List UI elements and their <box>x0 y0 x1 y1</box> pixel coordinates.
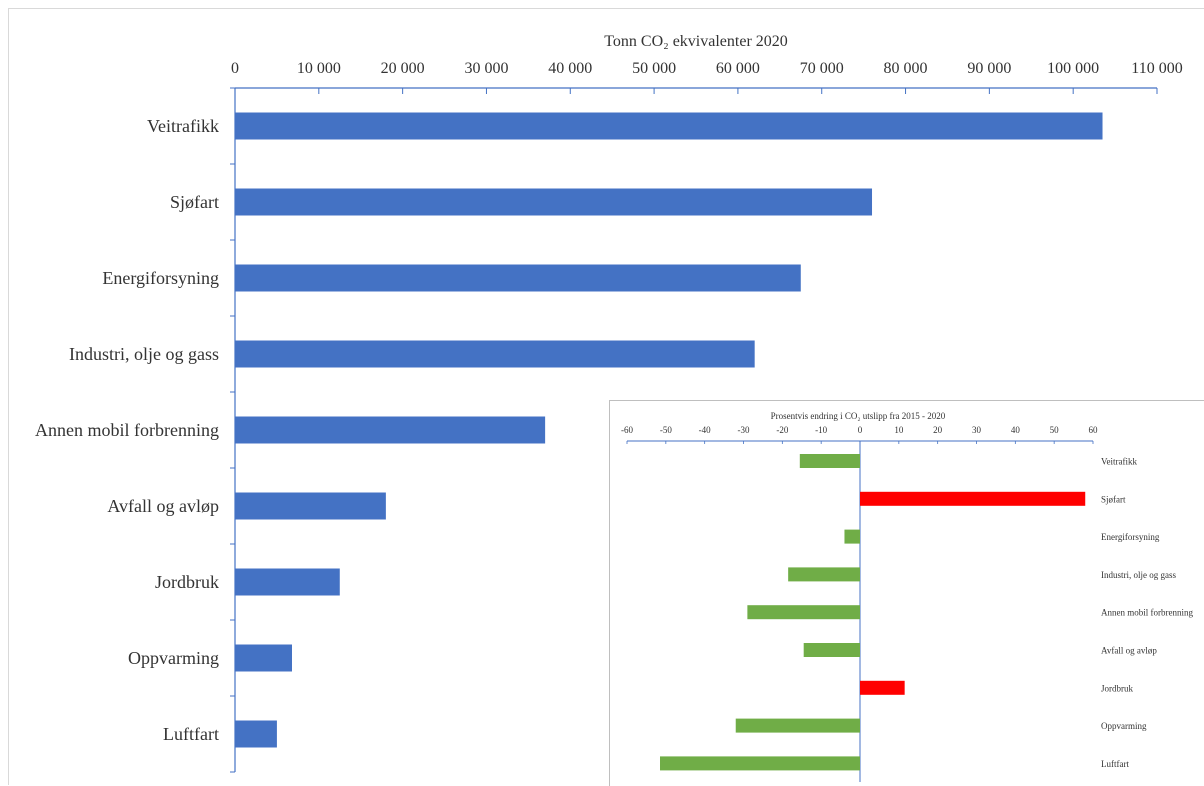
inset-bar-annen-mobil-forbrenning <box>747 605 860 620</box>
x-tick-label: 70 000 <box>800 60 844 77</box>
bar-luftfart <box>235 720 277 748</box>
inset-category-label: Veitrafikk <box>1101 457 1137 467</box>
inset-x-tick-label: -60 <box>621 425 633 435</box>
bar-oppvarming <box>235 644 292 672</box>
x-tick-label: 50 000 <box>632 60 676 77</box>
inset-x-tick-label: 50 <box>1050 425 1060 435</box>
bar-sjøfart <box>235 188 873 216</box>
inset-category-label: Oppvarming <box>1101 721 1147 731</box>
inset-category-label: Avfall og avløp <box>1101 646 1157 656</box>
inset-bar-veitrafikk <box>799 454 860 468</box>
bar-annen-mobil-forbrenning <box>235 416 546 444</box>
x-tick-label: 20 000 <box>381 60 425 77</box>
inset-x-tick-label: -10 <box>815 425 827 435</box>
x-tick-label: 110 000 <box>1131 60 1182 77</box>
inset-x-tick-label: -20 <box>776 425 788 435</box>
category-label: Jordbruk <box>155 572 219 592</box>
inset-x-tick-label: -50 <box>660 425 672 435</box>
category-label: Sjøfart <box>170 192 219 212</box>
inset-x-tick-label: -40 <box>699 425 711 435</box>
x-tick-label: 10 000 <box>297 60 341 77</box>
bar-avfall-og-avløp <box>235 492 386 520</box>
inset-bar-oppvarming <box>735 718 860 733</box>
inset-category-label: Industri, olje og gass <box>1101 570 1176 580</box>
inset-x-tick-label: 60 <box>1089 425 1099 435</box>
inset-category-label: Luftfart <box>1101 759 1129 769</box>
chart-frame <box>8 8 1204 785</box>
inset-bar-luftfart <box>660 756 860 771</box>
inset-x-tick-label: 30 <box>972 425 982 435</box>
x-tick-label: 0 <box>231 60 239 77</box>
x-tick-label: 30 000 <box>464 60 508 77</box>
bar-jordbruk <box>235 568 340 596</box>
inset-bar-energiforsyning <box>844 529 860 544</box>
inset-bar-industri-olje-og-gass <box>788 567 860 582</box>
inset-x-tick-label: 40 <box>1011 425 1021 435</box>
inset-category-label: Sjøfart <box>1101 494 1126 504</box>
category-label: Energiforsyning <box>102 268 219 288</box>
inset-bar-avfall-og-avløp <box>803 643 860 657</box>
category-label: Luftfart <box>163 724 219 744</box>
x-tick-label: 100 000 <box>1047 60 1099 77</box>
bar-industri-olje-og-gass <box>235 340 755 368</box>
inset-x-tick-label: 10 <box>894 425 904 435</box>
inset-x-tick-label: 20 <box>933 425 943 435</box>
chart-title: Tonn CO₂ ekvivalenter 2020 <box>604 33 788 50</box>
x-tick-label: 40 000 <box>548 60 592 77</box>
inset-x-tick-label: 0 <box>858 425 863 435</box>
category-label: Avfall og avløp <box>107 496 219 516</box>
category-label: Veitrafikk <box>147 116 219 136</box>
inset-bar-jordbruk <box>860 680 905 695</box>
inset-category-label: Jordbruk <box>1101 683 1133 693</box>
inset-x-tick-label: -30 <box>738 425 750 435</box>
category-label: Oppvarming <box>128 648 219 668</box>
inset-chart-panel <box>609 400 1204 786</box>
inset-title: Prosentvis endring i CO₂ utslipp fra 201… <box>771 411 946 421</box>
bar-veitrafikk <box>235 112 1103 140</box>
bar-energiforsyning <box>235 264 801 292</box>
inset-bar-sjøfart <box>860 491 1086 506</box>
inset-category-label: Energiforsyning <box>1101 532 1160 542</box>
category-label: Annen mobil forbrenning <box>35 420 219 440</box>
x-tick-label: 80 000 <box>884 60 928 77</box>
x-tick-label: 60 000 <box>716 60 760 77</box>
x-tick-label: 90 000 <box>967 60 1011 77</box>
inset-category-label: Annen mobil forbrenning <box>1101 608 1193 618</box>
category-label: Industri, olje og gass <box>69 344 219 364</box>
